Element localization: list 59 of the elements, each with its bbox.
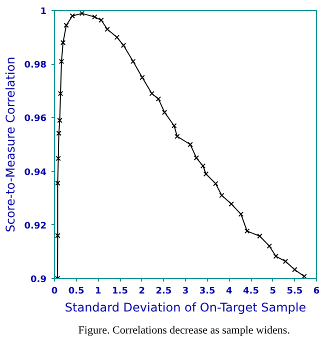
point — [130, 58, 136, 64]
point — [238, 212, 244, 217]
point — [92, 14, 98, 20]
point — [203, 171, 209, 177]
point — [172, 123, 177, 128]
point — [257, 234, 262, 239]
point — [266, 243, 272, 249]
point — [140, 74, 145, 80]
y-tick-label: 0.9 — [30, 275, 47, 285]
point — [194, 155, 200, 161]
y-axis-title: Score-to-Measure Correlation — [3, 56, 18, 232]
y-tick-label: 0.92 — [24, 221, 47, 232]
point — [56, 156, 61, 162]
point — [188, 142, 193, 148]
point — [79, 10, 85, 16]
x-tick-label: 3 — [182, 286, 189, 296]
y-tick-label: 0.96 — [24, 114, 47, 124]
point — [98, 18, 104, 23]
x-tick-label: 5.5 — [286, 286, 303, 296]
point — [55, 233, 60, 238]
x-tick-label: 1.5 — [112, 286, 128, 296]
point — [213, 181, 218, 186]
x-tick-label: 2 — [138, 286, 145, 296]
point — [174, 134, 180, 140]
x-tick-label: 5 — [270, 286, 276, 296]
y-tick-label: 0.98 — [24, 60, 47, 71]
x-tick-label: 4 — [226, 286, 232, 296]
point — [219, 192, 224, 198]
x-tick-label: 0.5 — [68, 286, 84, 296]
x-tick-label: 1 — [95, 286, 102, 296]
point — [149, 90, 154, 96]
point — [292, 267, 298, 272]
point — [114, 34, 120, 40]
x-axis-title: Standard Deviation of On-Target Sample — [64, 300, 306, 314]
point — [162, 110, 168, 115]
y-tick-label: 0.94 — [24, 168, 47, 178]
point — [104, 26, 110, 32]
point — [60, 40, 66, 46]
point — [244, 228, 250, 234]
point — [56, 130, 62, 136]
x-tick-label: 2.5 — [156, 286, 172, 296]
x-tick-label: 0 — [51, 286, 58, 296]
point — [273, 254, 279, 259]
y-tick-label: 1 — [40, 7, 47, 17]
point — [200, 163, 206, 169]
point — [55, 180, 60, 186]
x-tick-label: 4.5 — [243, 286, 259, 296]
point — [64, 22, 69, 28]
point — [282, 258, 288, 264]
text: Figure. Correlations decrease as sample widens. — [78, 324, 290, 336]
point — [156, 96, 162, 102]
point — [57, 118, 62, 123]
point — [58, 90, 64, 96]
x-tick-label: 3.5 — [199, 286, 216, 296]
point — [70, 13, 76, 18]
point — [120, 42, 126, 48]
point — [228, 201, 234, 207]
point — [58, 58, 64, 64]
x-tick-label: 6 — [313, 286, 320, 296]
